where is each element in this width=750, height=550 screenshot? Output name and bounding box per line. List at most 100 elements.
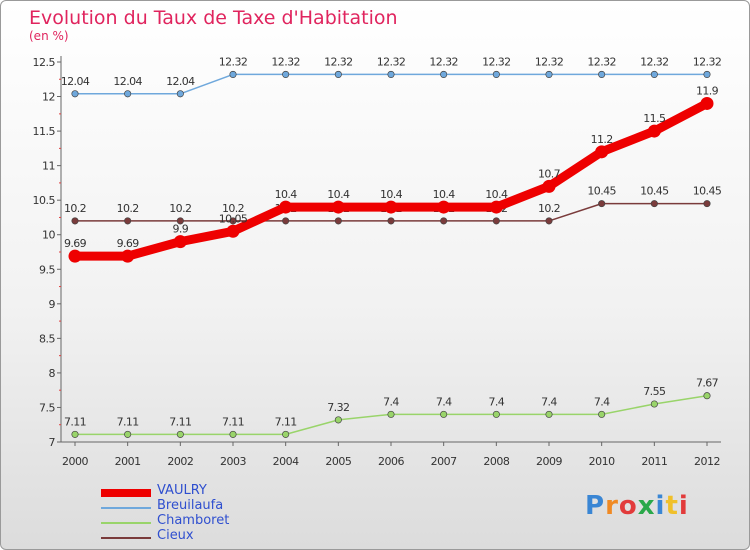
data-point-vaulry xyxy=(279,200,293,214)
data-label-breuilaufa: 12.32 xyxy=(219,55,248,68)
data-point-chamboret xyxy=(545,410,553,418)
data-point-vaulry xyxy=(542,179,556,193)
y-tick-label: 12.5 xyxy=(33,56,56,69)
y-tick-label: 11 xyxy=(42,160,55,173)
data-label-cieux: 10.2 xyxy=(222,202,244,215)
data-point-breuilaufa xyxy=(492,70,500,78)
data-label-breuilaufa: 12.32 xyxy=(377,55,406,68)
data-point-chamboret xyxy=(598,410,606,418)
data-point-vaulry xyxy=(700,96,714,110)
data-point-chamboret xyxy=(229,430,237,438)
data-point-chamboret xyxy=(124,430,132,438)
data-label-vaulry: 11.9 xyxy=(696,84,719,97)
legend-label: VAULRY xyxy=(157,483,207,498)
data-label-cieux: 10.2 xyxy=(538,202,560,215)
data-point-breuilaufa xyxy=(650,70,658,78)
data-label-breuilaufa: 12.32 xyxy=(640,55,669,68)
data-label-chamboret: 7.4 xyxy=(436,395,452,408)
legend-swatch xyxy=(101,489,151,497)
data-point-breuilaufa xyxy=(598,70,606,78)
data-label-vaulry: 11.5 xyxy=(643,112,666,125)
data-label-chamboret: 7.11 xyxy=(275,415,297,428)
data-point-cieux xyxy=(387,217,395,225)
data-point-chamboret xyxy=(650,400,658,408)
data-label-cieux: 10.2 xyxy=(117,202,139,215)
data-point-breuilaufa xyxy=(545,70,553,78)
legend-item-breuilaufa: Breuilaufa xyxy=(101,498,301,515)
y-tick-label: 10.5 xyxy=(33,194,56,207)
x-tick-label: 2012 xyxy=(694,455,720,468)
data-point-chamboret xyxy=(71,430,79,438)
data-label-vaulry: 9.69 xyxy=(117,237,140,250)
data-point-breuilaufa xyxy=(71,90,79,98)
data-label-breuilaufa: 12.32 xyxy=(587,55,616,68)
x-tick-label: 2008 xyxy=(483,455,509,468)
data-label-cieux: 10.2 xyxy=(169,202,191,215)
legend-swatch xyxy=(101,537,151,539)
data-point-vaulry xyxy=(489,200,503,214)
data-label-breuilaufa: 12.32 xyxy=(324,55,353,68)
data-label-breuilaufa: 12.32 xyxy=(271,55,300,68)
data-label-chamboret: 7.67 xyxy=(696,377,719,390)
data-point-breuilaufa xyxy=(334,70,342,78)
legend-item-chamboret: Chamboret xyxy=(101,513,301,530)
logo-letter: r xyxy=(605,491,619,521)
data-label-cieux: 10.45 xyxy=(693,185,722,198)
data-point-cieux xyxy=(598,200,606,208)
x-tick-label: 2001 xyxy=(115,455,141,468)
data-label-breuilaufa: 12.04 xyxy=(166,75,195,88)
x-tick-label: 2011 xyxy=(641,455,667,468)
data-label-breuilaufa: 12.32 xyxy=(535,55,564,68)
data-point-breuilaufa xyxy=(176,90,184,98)
data-point-breuilaufa xyxy=(229,70,237,78)
legend-item-vaulry: VAULRY xyxy=(101,483,301,500)
data-point-chamboret xyxy=(703,392,711,400)
data-point-cieux xyxy=(282,217,290,225)
data-point-breuilaufa xyxy=(387,70,395,78)
data-label-vaulry: 10.7 xyxy=(538,167,561,180)
data-point-cieux xyxy=(440,217,448,225)
data-point-cieux xyxy=(334,217,342,225)
data-point-chamboret xyxy=(282,430,290,438)
data-label-vaulry: 10.4 xyxy=(327,188,350,201)
data-label-chamboret: 7.11 xyxy=(222,415,244,428)
data-point-cieux xyxy=(71,217,79,225)
chart-title: Evolution du Taux de Taxe d'Habitation xyxy=(29,7,398,29)
x-tick-label: 2010 xyxy=(589,455,615,468)
y-tick-label: 8 xyxy=(49,367,56,380)
data-label-cieux: 10.45 xyxy=(640,185,669,198)
data-label-chamboret: 7.4 xyxy=(488,395,504,408)
y-tick-label: 11.5 xyxy=(33,125,56,138)
legend-label: Cieux xyxy=(157,528,194,543)
data-point-breuilaufa xyxy=(703,70,711,78)
legend-swatch xyxy=(101,507,151,509)
data-point-breuilaufa xyxy=(440,70,448,78)
y-tick-label: 7 xyxy=(49,436,56,449)
logo-letter: o xyxy=(618,491,638,521)
data-point-cieux xyxy=(176,217,184,225)
data-point-vaulry xyxy=(437,200,451,214)
x-tick-label: 2006 xyxy=(378,455,404,468)
x-tick-label: 2004 xyxy=(273,455,299,468)
y-tick-label: 7.5 xyxy=(39,401,55,414)
data-label-vaulry: 11.2 xyxy=(591,133,613,146)
data-point-cieux xyxy=(650,200,658,208)
data-point-chamboret xyxy=(492,410,500,418)
logo-letter: t xyxy=(665,491,679,521)
data-point-vaulry xyxy=(173,235,187,249)
data-point-chamboret xyxy=(387,410,395,418)
series-line-vaulry xyxy=(70,98,712,261)
y-tick-label: 8.5 xyxy=(39,332,55,345)
data-label-chamboret: 7.11 xyxy=(117,415,139,428)
data-point-vaulry xyxy=(121,249,135,263)
data-label-vaulry: 10.4 xyxy=(380,188,403,201)
data-label-cieux: 10.45 xyxy=(587,185,616,198)
data-point-breuilaufa xyxy=(282,70,290,78)
y-tick-label: 9 xyxy=(49,298,56,311)
data-label-chamboret: 7.11 xyxy=(64,415,86,428)
data-point-vaulry xyxy=(331,200,345,214)
data-point-breuilaufa xyxy=(124,90,132,98)
data-label-breuilaufa: 12.32 xyxy=(429,55,458,68)
legend: VAULRY Breuilaufa Chamboret Cieux xyxy=(101,483,301,545)
